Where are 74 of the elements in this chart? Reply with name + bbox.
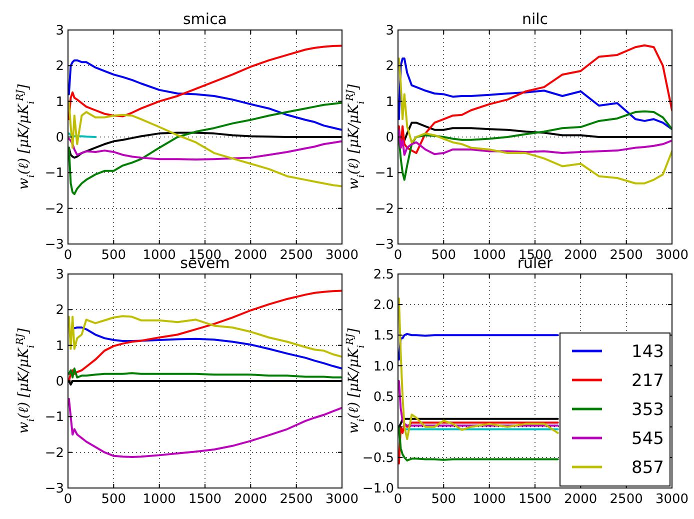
y-tick-label: 3: [56, 24, 64, 39]
line-series: [68, 315, 342, 358]
x-tick-label: 500: [101, 248, 126, 263]
y-tick-label: 2.5: [373, 268, 394, 283]
x-tick-label: 500: [101, 492, 126, 507]
y-tick-label: 2: [56, 59, 64, 74]
x-tick-label: 2000: [234, 492, 268, 507]
line-series: [398, 58, 672, 130]
legend-label: 217: [632, 370, 664, 391]
legend-label: 545: [632, 428, 664, 449]
x-tick-label: 2500: [280, 248, 313, 263]
y-tick-label: −0.5: [362, 450, 394, 466]
y-tick-label: 0.0: [373, 420, 394, 436]
x-tick-label: 1000: [142, 248, 176, 263]
y-tick-label: −1: [44, 410, 64, 426]
x-tick-label: 3000: [655, 492, 689, 507]
x-tick-label: 2500: [610, 492, 643, 507]
line-series: [398, 128, 672, 156]
y-tick-label: −3: [44, 238, 64, 253]
line-series: [398, 58, 672, 184]
x-tick-label: 3000: [325, 492, 359, 507]
x-tick-label: 3000: [655, 248, 689, 263]
x-tick-label: 2500: [610, 248, 643, 263]
line-series: [68, 398, 342, 458]
y-tick-label: 0: [56, 374, 64, 390]
x-tick-label: 500: [431, 248, 456, 263]
y-tick-label: 3: [386, 24, 394, 39]
x-tick-label: 2000: [564, 248, 598, 263]
legend-label: 857: [632, 458, 664, 478]
y-tick-label: −2: [374, 202, 394, 217]
y-tick-label: −2: [44, 446, 64, 461]
y-tick-label: −2: [44, 202, 64, 217]
x-tick-label: 1500: [188, 492, 222, 507]
y-tick-label: 1.0: [373, 359, 394, 374]
x-tick-label: 1000: [142, 492, 176, 507]
y-tick-label: 2: [56, 303, 64, 318]
y-tick-label: −3: [44, 482, 64, 497]
y-tick-label: 1: [386, 94, 394, 110]
x-tick-label: 500: [431, 492, 456, 507]
x-tick-label: 2000: [234, 248, 268, 263]
x-tick-label: 1000: [472, 492, 506, 507]
y-tick-label: −3: [374, 238, 394, 253]
line-series: [68, 59, 342, 131]
y-tick-label: −1: [44, 166, 64, 182]
line-series: [68, 368, 342, 378]
x-tick-label: 3000: [325, 248, 359, 263]
line-series: [68, 44, 342, 120]
y-tick-label: 1: [56, 94, 64, 110]
y-tick-label: −1.0: [362, 482, 394, 497]
line-series: [398, 332, 559, 361]
y-tick-label: −1: [374, 166, 394, 182]
y-tick-label: 0: [386, 130, 394, 146]
line-series: [72, 326, 342, 370]
line-series: [398, 380, 559, 427]
line-series: [398, 44, 672, 154]
x-tick-label: 2500: [280, 492, 313, 507]
chart-title: nilc: [522, 10, 548, 28]
x-tick-label: 1500: [518, 492, 552, 507]
chart-title: smica: [182, 10, 228, 28]
line-series: [68, 138, 342, 160]
y-tick-label: 0: [56, 130, 64, 146]
legend-label: 353: [632, 400, 664, 420]
y-tick-label: 1.5: [373, 328, 394, 344]
x-tick-label: 2000: [564, 492, 598, 507]
line-series: [398, 297, 559, 440]
line-series: [68, 290, 342, 382]
legend-label: 143: [632, 342, 664, 362]
x-tick-label: 1000: [472, 248, 506, 263]
y-tick-label: 2.0: [373, 298, 394, 314]
y-tick-label: 3: [56, 268, 64, 283]
line-series: [398, 110, 672, 181]
y-tick-label: 2: [386, 59, 394, 74]
y-tick-label: 0.5: [373, 390, 394, 405]
y-tick-label: 1: [56, 338, 64, 354]
